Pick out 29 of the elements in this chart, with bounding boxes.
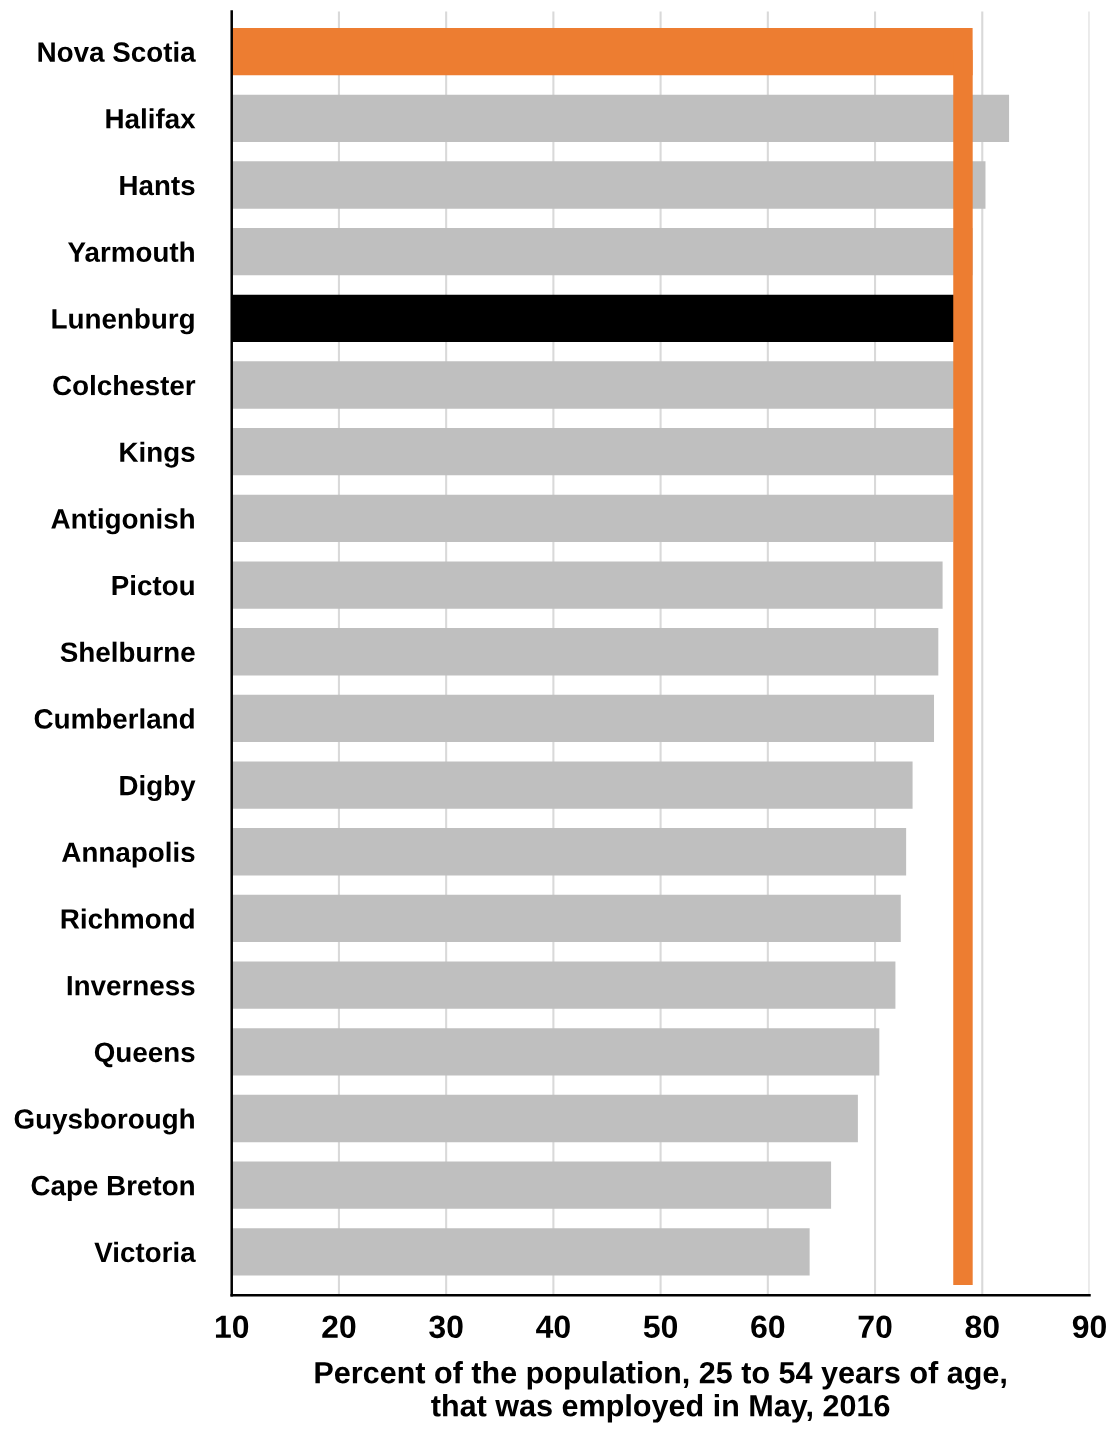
y-tick-label: Victoria bbox=[94, 1241, 196, 1263]
y-tick-label: Yarmouth bbox=[67, 241, 194, 262]
y-tick-label: Pictou bbox=[112, 574, 194, 596]
x-tick-label: 60 bbox=[751, 1315, 785, 1339]
x-tick-label: 70 bbox=[858, 1315, 892, 1339]
y-tick-label: Colchester bbox=[53, 374, 196, 396]
y-tick-label: Nova Scotia bbox=[38, 41, 196, 62]
y-tick-label: Halifax bbox=[106, 108, 196, 129]
y-tick-label: Kings bbox=[120, 441, 195, 468]
x-axis-title: Percent of the population, 25 to 54 years of age, that was employed in May, 2016 bbox=[315, 1361, 1006, 1423]
y-tick-label: Richmond bbox=[61, 908, 194, 929]
y-tick-label: Cumberland bbox=[34, 708, 194, 729]
x-tick-label: 80 bbox=[965, 1315, 999, 1339]
x-tick-label: 40 bbox=[536, 1315, 570, 1339]
x-tick-label: 50 bbox=[643, 1315, 678, 1339]
y-tick-label: Shelburne bbox=[60, 641, 195, 663]
y-tick-label: Annapolis bbox=[62, 841, 195, 868]
y-tick-label: Hants bbox=[120, 175, 195, 196]
y-tick-label: Lunenburg bbox=[52, 308, 194, 335]
y-tick-label: Inverness bbox=[67, 976, 195, 996]
y-tick-label: Guysborough bbox=[14, 1108, 194, 1135]
x-tick-label: 10 bbox=[215, 1315, 249, 1339]
x-tick-label: 30 bbox=[429, 1315, 463, 1339]
y-tick-label: Digby bbox=[120, 775, 196, 802]
y-tick-label: Queens bbox=[94, 1042, 195, 1068]
y-tick-label: Antigonish bbox=[51, 508, 194, 535]
x-tick-label: 20 bbox=[322, 1315, 356, 1339]
x-tick-label: 90 bbox=[1072, 1315, 1106, 1339]
y-tick-label: Cape Breton bbox=[31, 1175, 194, 1201]
